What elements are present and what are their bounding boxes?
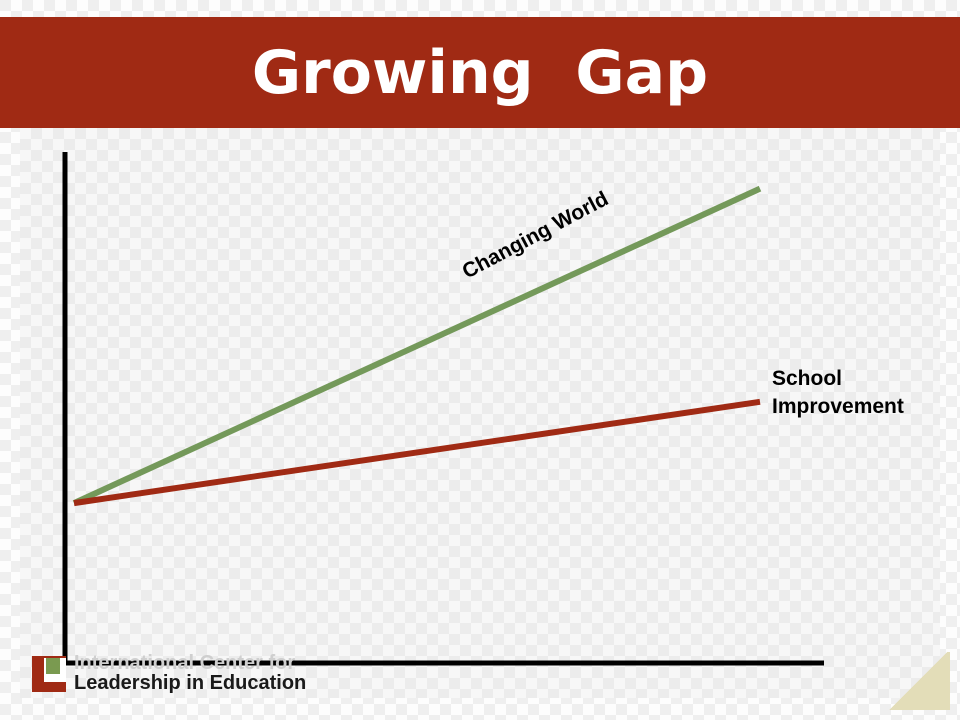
icle-logo: International Center for Leadership in E… bbox=[32, 652, 332, 698]
logo-text-line2: Leadership in Education bbox=[74, 672, 307, 694]
series-line-changing-world bbox=[72, 185, 762, 506]
slide-title: Growing Gap bbox=[251, 37, 709, 108]
logo-mark bbox=[32, 656, 66, 692]
label-school: School bbox=[772, 367, 842, 390]
title-bar: Growing Gap bbox=[0, 17, 960, 128]
series-line-school-improvement bbox=[73, 398, 761, 507]
page-corner-fold bbox=[886, 652, 950, 710]
content-panel bbox=[20, 128, 940, 698]
logo-text-line1: International Center for bbox=[74, 652, 296, 674]
label-improvement: Improvement bbox=[772, 395, 904, 418]
